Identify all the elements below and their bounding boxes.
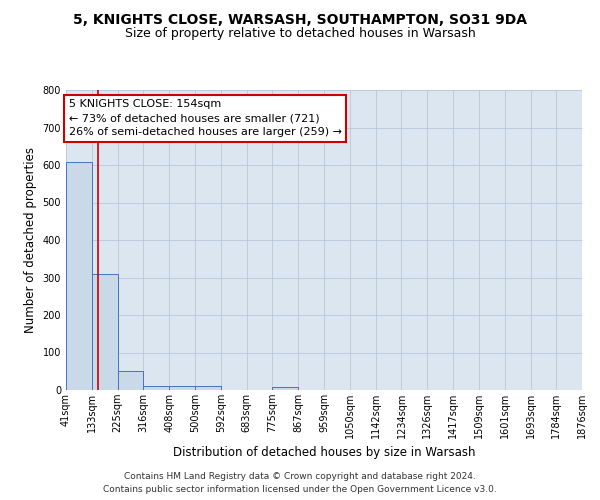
Bar [92,274,118,390]
Bar [169,386,195,390]
Text: 5 KNIGHTS CLOSE: 154sqm
← 73% of detached houses are smaller (721)
26% of semi-d: 5 KNIGHTS CLOSE: 154sqm ← 73% of detache… [68,100,341,138]
Text: 5, KNIGHTS CLOSE, WARSASH, SOUTHAMPTON, SO31 9DA: 5, KNIGHTS CLOSE, WARSASH, SOUTHAMPTON, … [73,12,527,26]
Text: Contains HM Land Registry data © Crown copyright and database right 2024.: Contains HM Land Registry data © Crown c… [124,472,476,481]
Bar [143,386,169,390]
Bar [195,386,221,390]
Text: Contains public sector information licensed under the Open Government Licence v3: Contains public sector information licen… [103,485,497,494]
Y-axis label: Number of detached properties: Number of detached properties [24,147,37,333]
X-axis label: Distribution of detached houses by size in Warsash: Distribution of detached houses by size … [173,446,475,460]
Bar [118,371,143,390]
Bar [272,388,298,390]
Bar [66,162,92,390]
Text: Size of property relative to detached houses in Warsash: Size of property relative to detached ho… [125,28,475,40]
